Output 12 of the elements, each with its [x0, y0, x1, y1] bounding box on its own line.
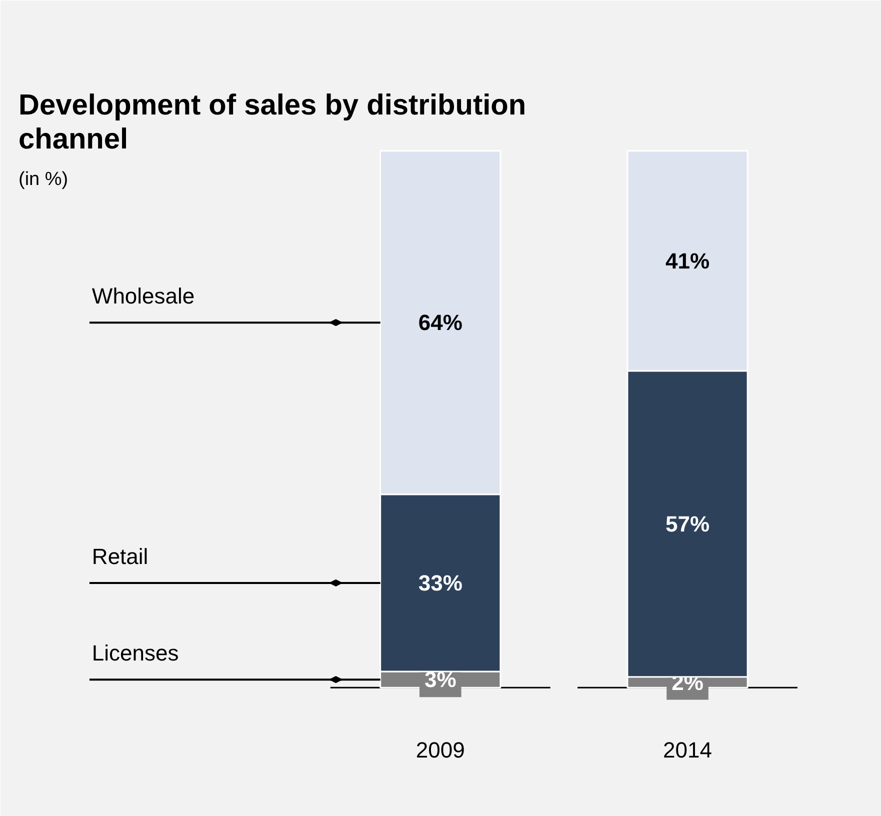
data-label: 64%	[418, 310, 462, 336]
text: Licenses	[92, 640, 179, 666]
text: Wholesale	[92, 284, 195, 309]
data-label: 41%	[665, 248, 710, 274]
text: Retail	[92, 544, 148, 569]
data-label: 3%	[424, 667, 456, 692]
chart-title: Development of sales by distribution channel	[18, 90, 526, 156]
x-tick-label: 2014	[663, 738, 712, 763]
text: (in %)	[18, 169, 68, 190]
data-label: 33%	[418, 570, 462, 596]
data-label: 57%	[665, 511, 710, 536]
x-tick-label: 2009	[416, 738, 465, 763]
